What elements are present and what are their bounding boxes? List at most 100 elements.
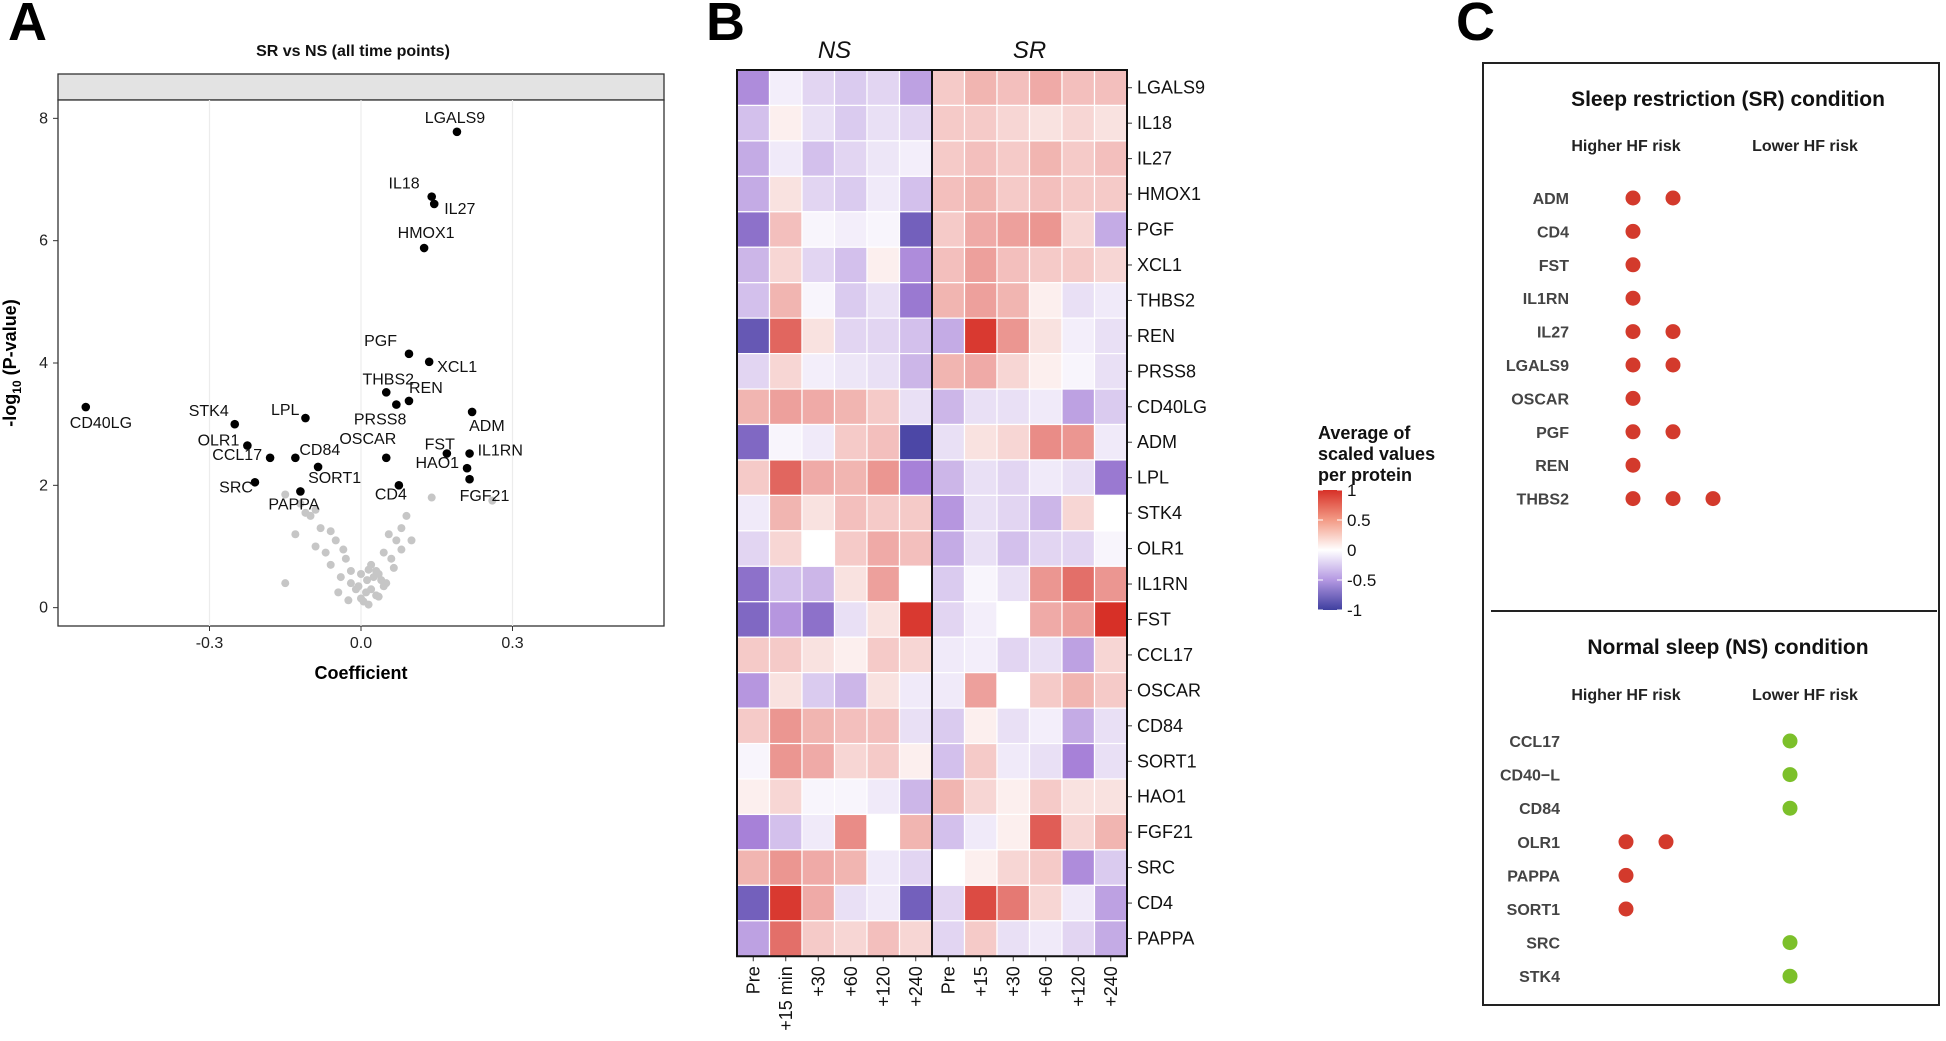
heatmap-cell <box>1061 388 1096 426</box>
nonsig-point <box>316 524 325 533</box>
lower-risk-dot <box>1782 767 1798 783</box>
sig-point-adm <box>467 407 477 417</box>
nonsig-point <box>326 527 335 536</box>
heatmap-cell <box>736 778 771 816</box>
heatmap-cell <box>736 565 771 603</box>
heatmap-cell <box>1061 459 1096 497</box>
heatmap-cell <box>963 388 998 426</box>
row-label-hmox1: HMOX1 <box>1137 184 1201 204</box>
heatmap-cell <box>833 388 868 426</box>
heatmap-cell <box>736 672 771 709</box>
heatmap-cell <box>996 353 1031 390</box>
row-label-il18: IL18 <box>1137 113 1172 133</box>
heatmap-cell <box>866 884 901 922</box>
row-label-prss8: PRSS8 <box>1137 361 1196 381</box>
volcano-title: SR vs NS (all time points) <box>256 43 450 60</box>
higher-risk-dot <box>1618 867 1634 883</box>
panel-letter-b: B <box>706 0 745 52</box>
column-label: +120 <box>1068 966 1088 1007</box>
heatmap-cell <box>801 742 836 780</box>
heatmap-cell <box>833 672 868 709</box>
heatmap-cell <box>1028 246 1063 284</box>
point-label-cd84: CD84 <box>299 442 340 459</box>
heatmap-cell <box>1093 565 1128 603</box>
higher-risk-dot <box>1625 290 1641 306</box>
heatmap-cell <box>931 530 966 567</box>
heatmap-cell <box>963 707 998 745</box>
heatmap-cell <box>1028 707 1063 745</box>
heatmap-cell <box>736 707 771 745</box>
row-label-fst: FST <box>1539 258 1569 275</box>
nonsig-point <box>326 560 335 569</box>
point-label-il18: IL18 <box>389 176 420 193</box>
x-tick-label: 0.0 <box>350 635 372 652</box>
row-label-adm: ADM <box>1137 432 1177 452</box>
heatmap-cell <box>768 353 803 390</box>
heatmap-cell <box>1093 601 1128 638</box>
heatmap-cell <box>736 742 771 780</box>
heatmap-cell <box>1028 884 1063 922</box>
heatmap-cell <box>898 601 933 638</box>
nonsig-point <box>357 570 365 579</box>
heatmap-cell <box>801 69 836 107</box>
heatmap-cell <box>768 69 803 107</box>
row-label-oscar: OSCAR <box>1137 680 1201 700</box>
heatmap-cell <box>963 813 998 851</box>
heatmap-cell <box>736 920 771 957</box>
heatmap-cell <box>931 140 966 177</box>
nonsig-point <box>354 582 363 591</box>
heatmap-cell <box>963 565 998 603</box>
point-label-prss8: PRSS8 <box>354 412 407 429</box>
legend-tick-label: -1 <box>1347 601 1362 620</box>
point-label-lgals9: LGALS9 <box>425 110 486 127</box>
nonsig-point <box>407 536 416 545</box>
heatmap-cell <box>833 211 868 248</box>
heatmap-cell <box>1061 672 1096 709</box>
heatmap-cell <box>1028 636 1063 674</box>
heatmap-cell <box>768 282 803 319</box>
heatmap-cell <box>801 494 836 532</box>
column-label: +30 <box>1003 966 1023 997</box>
heatmap-cell <box>768 317 803 355</box>
heatmap-cell <box>801 601 836 638</box>
heatmap-cell <box>1061 742 1096 780</box>
heatmap-cell <box>801 884 836 922</box>
heatmap-cell <box>931 849 966 886</box>
nonsig-point <box>344 596 353 605</box>
heatmap-cell <box>931 175 966 213</box>
lower-risk-dot <box>1782 800 1798 816</box>
heatmap-cell <box>898 530 933 567</box>
heatmap-cell <box>866 175 901 213</box>
higher-risk-dot <box>1658 834 1674 850</box>
heatmap-cell <box>833 565 868 603</box>
heatmap-cell <box>801 813 836 851</box>
y-tick-label: 6 <box>39 233 48 250</box>
heatmap-cell <box>1028 494 1063 532</box>
volcano-plot: SR vs NS (all time points) -0.3 0.0 0.3 0 2… <box>0 43 665 683</box>
point-label-fgf21: FGF21 <box>460 488 510 505</box>
heatmap-cell <box>996 884 1031 922</box>
heatmap-cell <box>931 246 966 284</box>
heatmap-cell <box>833 636 868 674</box>
heatmap-cell <box>898 423 933 461</box>
heatmap-cell <box>898 920 933 957</box>
heatmap-cell <box>833 813 868 851</box>
heatmap-cell <box>833 104 868 142</box>
heatmap-cell <box>736 140 771 177</box>
heatmap-cell <box>1093 459 1128 497</box>
heatmap-sr-frame <box>931 69 1128 958</box>
row-label-src: SRC <box>1137 858 1175 878</box>
heatmap-cell <box>866 636 901 674</box>
heatmap-cell <box>963 849 998 886</box>
heatmap-cell <box>1093 778 1128 816</box>
row-label-ren: REN <box>1535 458 1569 475</box>
heatmap-cell <box>963 69 998 107</box>
column-label: +60 <box>841 966 861 997</box>
heatmap-cell <box>1093 530 1128 567</box>
y-tick-label: 0 <box>39 600 48 617</box>
heatmap-cell <box>1028 282 1063 319</box>
heatmap-cell <box>931 69 966 107</box>
heatmap-cell <box>898 353 933 390</box>
legend-tick-label: 1 <box>1347 481 1356 500</box>
higher-risk-dot <box>1665 424 1681 440</box>
